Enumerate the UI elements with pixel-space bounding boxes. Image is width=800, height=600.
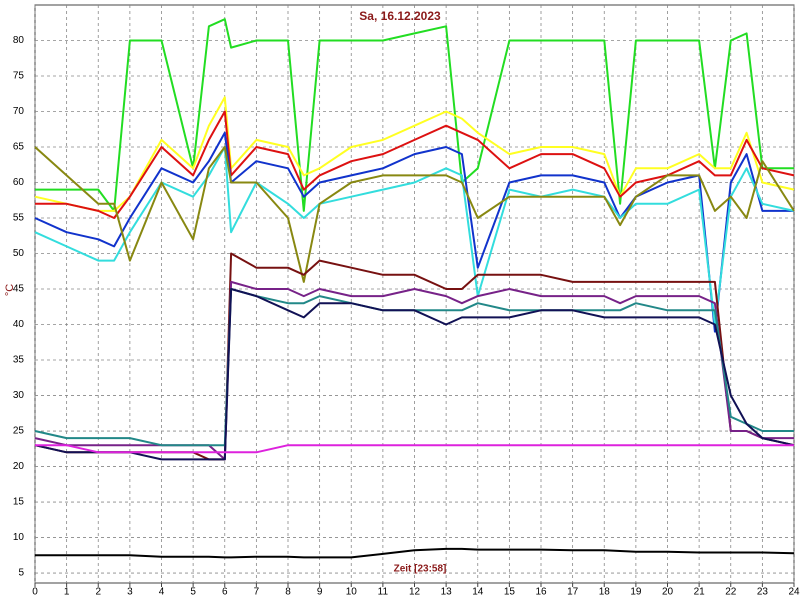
lines	[34, 18, 795, 559]
data-line	[35, 18, 794, 212]
data-line	[34, 146, 795, 326]
data-line	[35, 444, 794, 454]
y-tick-label: 65	[13, 142, 25, 153]
x-tick-label: 21	[694, 587, 706, 598]
x-tick-label: 12	[409, 587, 421, 598]
x-tick-label: 0	[32, 587, 38, 598]
x-tick-label: 20	[662, 587, 674, 598]
data-line	[35, 110, 795, 219]
x-tick-label: 3	[127, 587, 133, 598]
x-tick-label: 4	[159, 587, 165, 598]
x-tick-label: 2	[95, 587, 101, 598]
x-tick-label: 10	[346, 587, 358, 598]
x-tick-label: 15	[504, 587, 516, 598]
y-tick-label: 80	[13, 35, 25, 46]
x-tick-label: 5	[190, 587, 196, 598]
y-tick-label: 50	[13, 248, 25, 259]
data-line	[35, 547, 795, 559]
y-tick-label: 60	[13, 177, 25, 188]
x-axis-label: Zeit [23:58]	[394, 564, 447, 575]
y-tick-label: 20	[13, 461, 25, 472]
chart-title: Sa, 16.12.2023	[359, 9, 441, 23]
y-tick-label: 70	[13, 106, 25, 117]
y-tick-label: 40	[13, 319, 25, 330]
x-tick-label: 14	[472, 587, 484, 598]
y-tick-label: 45	[13, 284, 25, 295]
x-tick-label: 11	[378, 587, 389, 598]
y-tick-label: 5	[18, 568, 24, 579]
data-line	[34, 96, 795, 212]
x-tick-label: 22	[725, 587, 737, 598]
data-line	[34, 288, 795, 461]
x-tick-label: 24	[788, 587, 800, 598]
x-tick-label: 6	[222, 587, 228, 598]
x-tick-label: 9	[317, 587, 323, 598]
y-tick-label: 30	[13, 390, 25, 401]
y-tick-label: 55	[13, 213, 25, 224]
x-tick-label: 19	[630, 587, 642, 598]
y-tick-label: 75	[13, 71, 25, 82]
data-line	[34, 146, 795, 283]
y-tick-label: 10	[13, 532, 25, 543]
x-tick-label: 18	[599, 587, 611, 598]
x-tick-label: 7	[254, 587, 260, 598]
grid	[34, 5, 795, 587]
x-tick-label: 23	[757, 587, 769, 598]
data-line	[34, 131, 794, 333]
y-tick-label: 35	[13, 355, 25, 366]
y-tick-label: 25	[13, 426, 25, 437]
x-tick-label: 16	[535, 587, 547, 598]
x-tick-label: 13	[441, 587, 453, 598]
y-axis-label: °C	[4, 284, 16, 296]
x-tick-label: 8	[285, 587, 291, 598]
y-tick-label: 15	[13, 497, 25, 508]
x-tick-label: 17	[567, 587, 579, 598]
x-tick-label: 1	[64, 587, 70, 598]
